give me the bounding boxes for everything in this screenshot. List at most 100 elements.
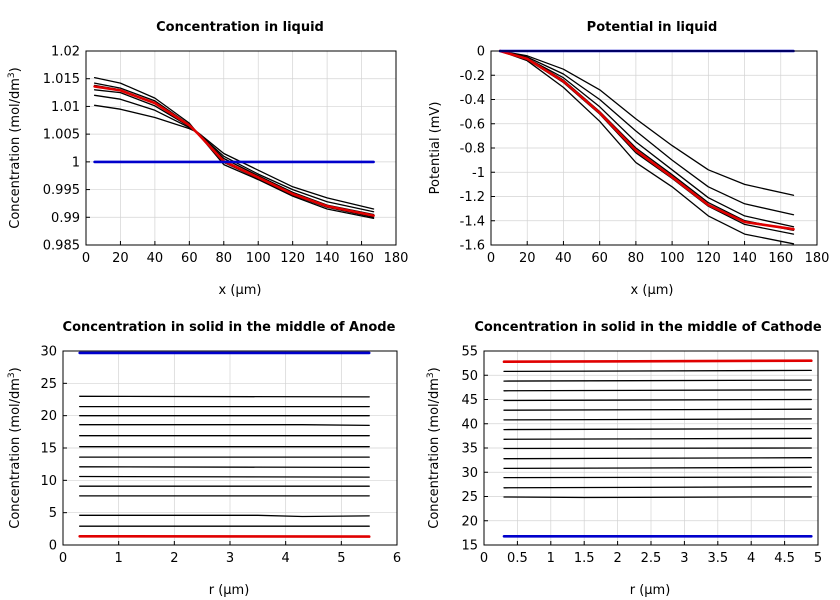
y-axis-label: Concentration (mol/dm3) bbox=[7, 67, 23, 229]
y-tick-label: 0.99 bbox=[51, 211, 80, 226]
x-tick-label: 6 bbox=[393, 551, 401, 566]
chart-title: Potential in liquid bbox=[587, 20, 718, 35]
y-tick-label: -0.4 bbox=[460, 93, 485, 108]
y-tick-label: 1.015 bbox=[43, 72, 80, 87]
series-line-2 bbox=[93, 89, 375, 216]
series-line-10 bbox=[503, 398, 812, 402]
x-tick-label: 4 bbox=[282, 551, 290, 566]
y-tick-label: -0.2 bbox=[460, 69, 485, 84]
series-line-2 bbox=[503, 476, 812, 479]
y-tick-label: 5 bbox=[49, 506, 57, 521]
plot-frame bbox=[490, 50, 818, 246]
series-line-6 bbox=[93, 85, 375, 217]
plot-area: 0 20 40 60 80 100 120 140 160 180 0 -0.2 -0.4 -0.6 -0.… bbox=[460, 45, 830, 267]
series-line-9 bbox=[503, 408, 812, 411]
panel-concentration-solid-cathode: Concentration in solid in the middle of … bbox=[426, 320, 822, 598]
series-line-9 bbox=[79, 424, 370, 427]
x-tick-label: 140 bbox=[315, 251, 340, 266]
y-tick-label: 40 bbox=[461, 417, 478, 432]
x-tick-label: 160 bbox=[349, 251, 374, 266]
series-line-5 bbox=[503, 447, 812, 450]
plot-area: 0 20 40 60 80 100 120 140 160 180 0.985 0.99 0.995 1 1… bbox=[43, 45, 409, 267]
y-tick-label: 15 bbox=[461, 539, 478, 554]
y-tick-label: 1.005 bbox=[43, 128, 80, 143]
y-tick-label: -1.2 bbox=[460, 190, 485, 205]
x-tick-label: 100 bbox=[660, 251, 685, 266]
x-tick-label: 140 bbox=[732, 251, 757, 266]
series-line-2 bbox=[499, 50, 795, 228]
series-line-5 bbox=[79, 466, 370, 469]
chart-title: Concentration in liquid bbox=[156, 20, 324, 35]
x-tick-label: 1.5 bbox=[574, 551, 595, 566]
x-tick-label: 80 bbox=[628, 251, 645, 266]
x-axis-label: r (µm) bbox=[630, 583, 671, 598]
chart-title: Concentration in solid in the middle of … bbox=[63, 320, 396, 335]
y-tick-label: 45 bbox=[461, 393, 478, 408]
x-tick-label: 2 bbox=[170, 551, 178, 566]
x-tick-label: 5 bbox=[337, 551, 345, 566]
series-line-1 bbox=[93, 94, 375, 213]
x-tick-label: 0.5 bbox=[507, 551, 528, 566]
x-tick-label: 4.5 bbox=[774, 551, 795, 566]
x-tick-label: 20 bbox=[519, 251, 536, 266]
y-tick-label: 20 bbox=[461, 514, 478, 529]
series-line-4 bbox=[503, 457, 812, 460]
x-tick-label: 0 bbox=[59, 551, 67, 566]
y-tick-label: 0.985 bbox=[43, 239, 80, 254]
y-tick-label: 20 bbox=[40, 409, 57, 424]
y-tick-label: 0 bbox=[49, 539, 57, 554]
series-line-0 bbox=[93, 104, 375, 210]
series-line-7 bbox=[503, 427, 812, 431]
series-line-8 bbox=[503, 418, 812, 421]
y-tick-label: -0.6 bbox=[460, 117, 485, 132]
y-tick-label: 1.01 bbox=[51, 100, 80, 115]
x-tick-label: 3 bbox=[226, 551, 234, 566]
x-tick-label: 0 bbox=[480, 551, 488, 566]
series-line-6 bbox=[503, 437, 812, 440]
series-line-3 bbox=[503, 466, 812, 470]
y-tick-label: 0 bbox=[477, 45, 485, 60]
series-line-12 bbox=[503, 379, 812, 382]
x-tick-label: 0 bbox=[487, 251, 495, 266]
y-tick-label: -1.4 bbox=[460, 214, 485, 229]
y-tick-label: 25 bbox=[40, 377, 57, 392]
series-line-6 bbox=[498, 49, 795, 231]
series-line-4 bbox=[93, 82, 375, 218]
x-tick-label: 40 bbox=[147, 251, 164, 266]
plot-area: 0 1 2 3 4 5 6 0 5 10 15 20 25 30 bbox=[40, 345, 401, 567]
series-line-3 bbox=[499, 50, 795, 232]
series-line-11 bbox=[503, 389, 812, 392]
series-line-1 bbox=[79, 514, 370, 518]
series-line-1 bbox=[503, 486, 812, 489]
y-axis-label: Concentration (mol/dm3) bbox=[426, 367, 442, 529]
x-tick-label: 2.5 bbox=[641, 551, 662, 566]
y-tick-label: 25 bbox=[461, 490, 478, 505]
series-line-0 bbox=[499, 50, 795, 196]
plot-area: 0 0.5 1 1.5 2 2.5 3 3.5 4 4.5 5 15 20 25 30 35 40 45 50 55 bbox=[461, 345, 822, 567]
x-axis-label: r (µm) bbox=[209, 583, 250, 598]
series-line-0 bbox=[503, 496, 812, 499]
panel-concentration-in-liquid: Concentration in liquid x (µm) Concentra… bbox=[7, 20, 408, 298]
plot-frame bbox=[62, 350, 398, 546]
x-axis-label: x (µm) bbox=[631, 283, 674, 298]
chart-title: Concentration in solid in the middle of … bbox=[474, 320, 822, 335]
y-tick-label: -0.8 bbox=[460, 142, 485, 157]
y-tick-label: 55 bbox=[461, 345, 478, 360]
x-tick-label: 120 bbox=[280, 251, 305, 266]
y-tick-label: -1.6 bbox=[460, 239, 485, 254]
y-tick-label: 1 bbox=[72, 155, 80, 170]
x-tick-label: 5 bbox=[814, 551, 822, 566]
y-tick-label: 15 bbox=[40, 442, 57, 457]
y-axis-label: Potential (mV) bbox=[428, 102, 443, 195]
y-tick-label: 10 bbox=[40, 474, 57, 489]
series-line-1 bbox=[499, 50, 795, 216]
x-tick-label: 4 bbox=[747, 551, 755, 566]
series-line-12 bbox=[79, 395, 370, 398]
x-tick-label: 40 bbox=[555, 251, 572, 266]
y-axis-label: Concentration (mol/dm3) bbox=[7, 367, 23, 529]
x-tick-label: 3 bbox=[680, 551, 688, 566]
x-tick-label: 60 bbox=[591, 251, 608, 266]
x-tick-label: 0 bbox=[82, 251, 90, 266]
x-tick-label: 1 bbox=[115, 551, 123, 566]
x-tick-label: 2 bbox=[613, 551, 621, 566]
